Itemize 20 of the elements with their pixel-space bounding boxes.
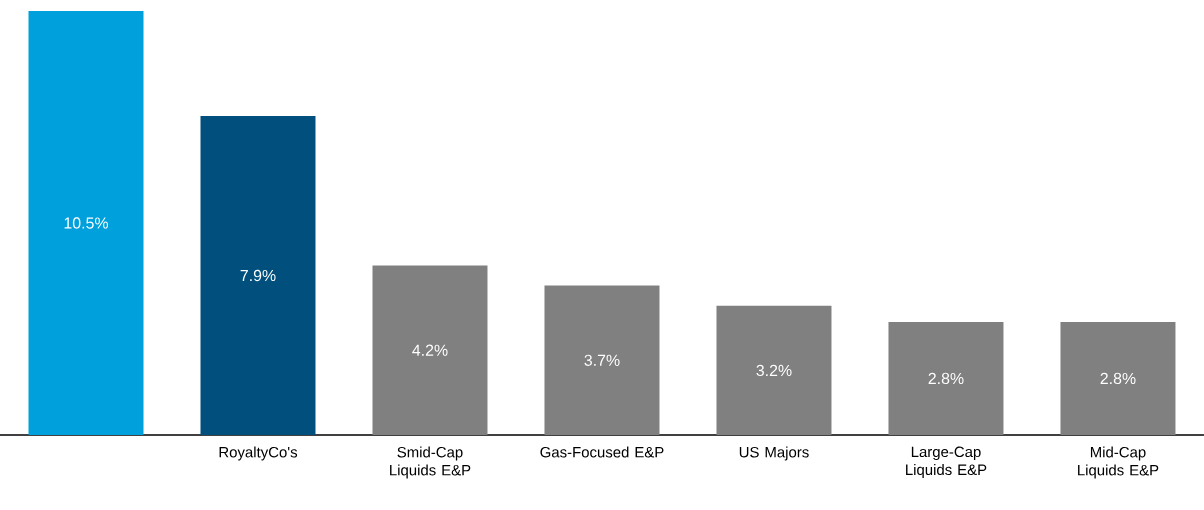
x-tick-label: US Majors xyxy=(739,446,809,461)
bar xyxy=(1060,321,1176,435)
x-tick-label: Smid-Cap Liquids E&P xyxy=(390,446,471,479)
bar xyxy=(28,11,144,435)
x-tick-label: Mid-Cap Liquids E&P xyxy=(1078,446,1159,479)
bar xyxy=(888,321,1004,435)
data-label: 3.7% xyxy=(584,354,620,366)
bar xyxy=(372,265,488,435)
data-label: 10.5% xyxy=(64,217,109,229)
bar xyxy=(716,305,832,435)
x-tick-label: RoyaltyCo's xyxy=(219,446,298,461)
data-label: 2.8% xyxy=(928,372,964,385)
x-tick-label: Gas-Focused E&P xyxy=(540,446,664,458)
data-label: 7.9% xyxy=(240,269,276,282)
data-label: 4.2% xyxy=(412,344,448,356)
x-tick-label: Large-Cap Liquids E&P xyxy=(906,446,987,478)
bar xyxy=(544,285,660,435)
data-label: 2.8% xyxy=(1100,372,1136,385)
data-label: 3.2% xyxy=(756,364,792,377)
bar xyxy=(200,115,316,435)
